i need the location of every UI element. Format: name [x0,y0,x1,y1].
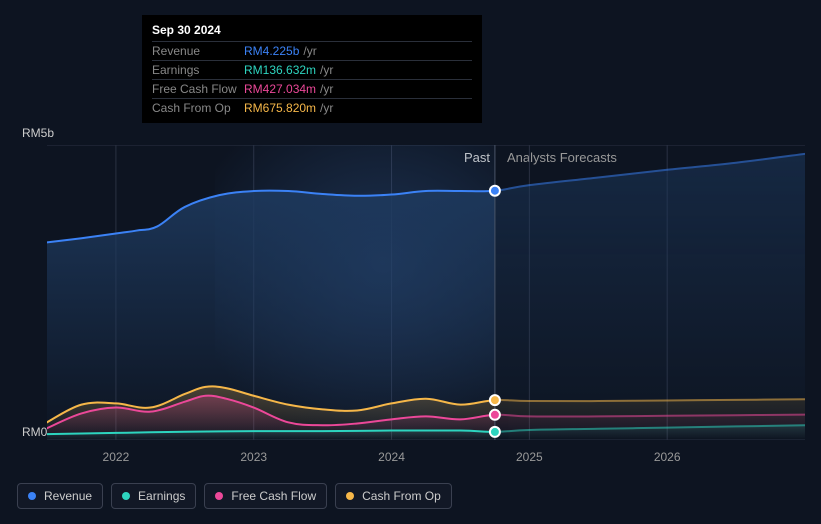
tooltip-row: RevenueRM4.225b/yr [152,41,472,60]
legend-dot-icon [346,492,354,500]
tooltip-date: Sep 30 2024 [152,23,472,37]
tooltip-row-value: RM675.820m [244,101,316,115]
tooltip-row: Cash From OpRM675.820m/yr [152,98,472,117]
legend-item-label: Cash From Op [362,489,441,503]
legend-dot-icon [215,492,223,500]
chart-plot-area[interactable] [47,145,805,440]
tooltip-row-label: Revenue [152,44,244,58]
y-axis-label-bottom: RM0 [22,425,47,439]
tooltip-row-unit: /yr [303,44,316,58]
tooltip-row-value: RM136.632m [244,63,316,77]
legend-item-earnings[interactable]: Earnings [111,483,196,509]
chart-legend: Revenue Earnings Free Cash Flow Cash From O… [17,483,452,509]
tooltip-row-label: Earnings [152,63,244,77]
x-axis: 2022 2023 2024 2025 2026 [47,450,805,470]
legend-item-label: Earnings [138,489,185,503]
tooltip-row-value: RM427.034m [244,82,316,96]
tooltip-row-unit: /yr [320,101,333,115]
chart-container: Sep 30 2024 RevenueRM4.225b/yrEarningsRM… [17,0,805,524]
tooltip-row-label: Free Cash Flow [152,82,244,96]
chart-tooltip: Sep 30 2024 RevenueRM4.225b/yrEarningsRM… [142,15,482,123]
x-axis-label: 2024 [378,450,405,464]
x-axis-label: 2025 [516,450,543,464]
legend-item-label: Free Cash Flow [231,489,316,503]
tooltip-row-label: Cash From Op [152,101,244,115]
tooltip-row-unit: /yr [320,63,333,77]
tooltip-row-unit: /yr [320,82,333,96]
legend-dot-icon [122,492,130,500]
legend-item-revenue[interactable]: Revenue [17,483,103,509]
legend-item-free_cash_flow[interactable]: Free Cash Flow [204,483,327,509]
x-axis-label: 2023 [240,450,267,464]
tooltip-row: EarningsRM136.632m/yr [152,60,472,79]
tooltip-row: Free Cash FlowRM427.034m/yr [152,79,472,98]
legend-dot-icon [28,492,36,500]
x-axis-label: 2022 [103,450,130,464]
y-axis-label-top: RM5b [22,126,54,140]
legend-item-label: Revenue [44,489,92,503]
legend-item-cash_from_op[interactable]: Cash From Op [335,483,452,509]
tooltip-row-value: RM4.225b [244,44,299,58]
x-axis-label: 2026 [654,450,681,464]
